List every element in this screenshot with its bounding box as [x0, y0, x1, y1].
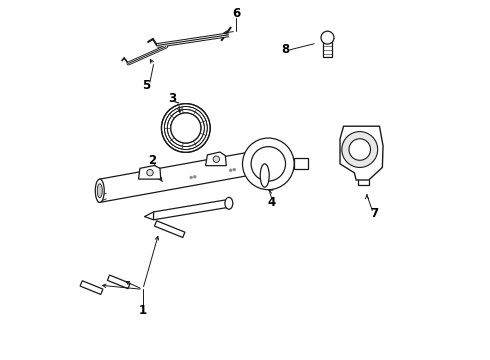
Text: 2: 2	[147, 154, 156, 167]
Polygon shape	[323, 38, 332, 57]
Polygon shape	[139, 166, 161, 179]
Text: 5: 5	[142, 79, 150, 92]
Circle shape	[349, 139, 370, 160]
Circle shape	[190, 176, 193, 179]
Circle shape	[342, 132, 378, 167]
Circle shape	[321, 31, 334, 44]
Ellipse shape	[95, 179, 104, 202]
Bar	[372, 149, 380, 157]
Circle shape	[213, 156, 220, 162]
Circle shape	[229, 169, 232, 172]
Circle shape	[243, 138, 294, 190]
Polygon shape	[154, 221, 185, 238]
Polygon shape	[107, 275, 130, 289]
Polygon shape	[80, 281, 103, 294]
Polygon shape	[294, 158, 309, 169]
Ellipse shape	[97, 184, 102, 198]
Polygon shape	[153, 199, 229, 220]
Text: 6: 6	[232, 8, 240, 21]
Ellipse shape	[260, 164, 269, 187]
Text: 1: 1	[139, 304, 147, 317]
Text: 7: 7	[370, 207, 378, 220]
Circle shape	[161, 104, 210, 152]
Text: 8: 8	[281, 43, 290, 56]
Polygon shape	[205, 152, 226, 166]
Text: 4: 4	[268, 196, 276, 209]
Polygon shape	[340, 126, 383, 180]
Polygon shape	[100, 149, 269, 202]
Circle shape	[251, 147, 286, 181]
Circle shape	[194, 175, 196, 178]
Circle shape	[171, 113, 201, 143]
Circle shape	[233, 168, 236, 171]
Circle shape	[147, 170, 153, 176]
Text: 3: 3	[168, 93, 176, 105]
Ellipse shape	[225, 197, 233, 209]
